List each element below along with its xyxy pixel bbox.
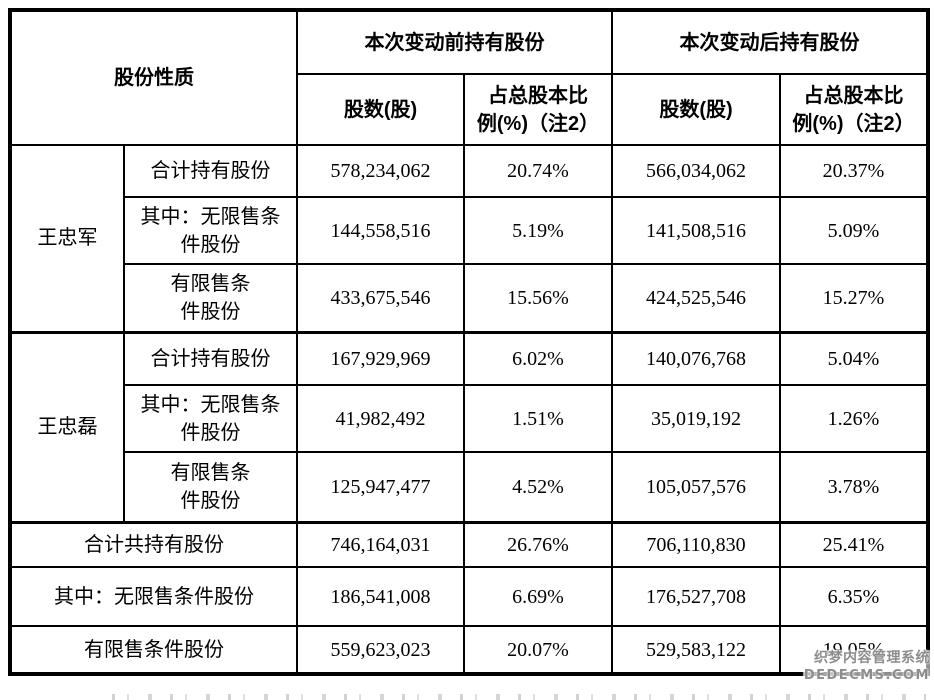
shares-before-cell: 41,982,492 [296, 384, 465, 453]
holder-name-cell: 王忠军 [9, 144, 125, 333]
shares-before-cell: 433,675,546 [296, 263, 465, 333]
shares-after-cell: 140,076,768 [611, 330, 781, 386]
share-type-cell: 其中：无限售条 件股份 [123, 384, 298, 453]
pct-after-cell: 6.35% [779, 566, 929, 627]
share-type-cell: 其中：无限售条 件股份 [123, 196, 298, 265]
shares-before-cell: 144,558,516 [296, 196, 465, 265]
cms-watermark: 织梦内容管理系统 DEDECMS.COM [802, 650, 931, 684]
total-label-cell: 有限售条件股份 [9, 625, 298, 675]
cms-watermark-chinese: 织梦内容管理系统 [814, 650, 930, 666]
pct-before-cell: 4.52% [463, 451, 613, 523]
shares-after-cell: 141,508,516 [611, 196, 781, 265]
pct-after-cell: 20.37% [779, 144, 929, 198]
shares-before-cell: 167,929,969 [296, 330, 465, 386]
pct-before-cell: 15.56% [463, 263, 613, 333]
cms-watermark-domain: DEDECMS.COM [803, 667, 930, 683]
header-shares-after: 股数(股) [611, 73, 781, 146]
shares-after-cell: 706,110,830 [611, 520, 781, 568]
pct-after-cell: 5.09% [779, 196, 929, 265]
shares-after-cell: 424,525,546 [611, 263, 781, 333]
shares-before-cell: 125,947,477 [296, 451, 465, 523]
header-pct-after: 占总股本比 例(%)（注2） [779, 73, 929, 146]
shares-after-cell: 105,057,576 [611, 451, 781, 523]
clipped-note-fragment [112, 694, 926, 700]
header-pct-before: 占总股本比 例(%)（注2） [463, 73, 613, 146]
pct-before-cell: 1.51% [463, 384, 613, 453]
shares-after-cell: 35,019,192 [611, 384, 781, 453]
shares-after-cell: 176,527,708 [611, 566, 781, 627]
header-before-group: 本次变动前持有股份 [296, 9, 613, 75]
shares-before-cell: 186,541,008 [296, 566, 465, 627]
pct-before-cell: 5.19% [463, 196, 613, 265]
pct-after-cell: 1.26% [779, 384, 929, 453]
pct-before-cell: 6.02% [463, 330, 613, 386]
shares-after-cell: 566,034,062 [611, 144, 781, 198]
shares-before-cell: 578,234,062 [296, 144, 465, 198]
header-share-nature: 股份性质 [9, 9, 298, 146]
pct-after-cell: 25.41% [779, 520, 929, 568]
pct-before-cell: 20.07% [463, 625, 613, 675]
pct-before-cell: 6.69% [463, 566, 613, 627]
pct-before-cell: 26.76% [463, 520, 613, 568]
header-after-group: 本次变动后持有股份 [611, 9, 929, 75]
header-shares-before: 股数(股) [296, 73, 465, 146]
share-type-cell: 有限售条 件股份 [123, 263, 298, 333]
pct-before-cell: 20.74% [463, 144, 613, 198]
holder-name-cell: 王忠磊 [9, 330, 125, 523]
share-type-cell: 合计持有股份 [123, 144, 298, 198]
shares-before-cell: 559,623,023 [296, 625, 465, 675]
total-label-cell: 其中：无限售条件股份 [9, 566, 298, 627]
pct-after-cell: 5.04% [779, 330, 929, 386]
pct-after-cell: 15.27% [779, 263, 929, 333]
shares-before-cell: 746,164,031 [296, 520, 465, 568]
share-type-cell: 合计持有股份 [123, 330, 298, 386]
total-label-cell: 合计共持有股份 [9, 520, 298, 568]
shareholding-table: 股份性质 本次变动前持有股份 本次变动后持有股份 股数(股) 占总股本比 例(%… [8, 8, 930, 676]
shares-after-cell: 529,583,122 [611, 625, 781, 675]
share-type-cell: 有限售条 件股份 [123, 451, 298, 523]
pct-after-cell: 3.78% [779, 451, 929, 523]
